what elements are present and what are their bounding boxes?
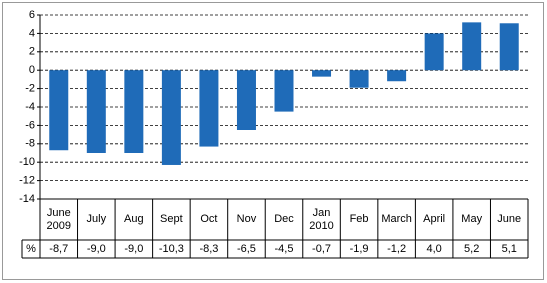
value-label: -0,7 — [312, 243, 331, 255]
x-tick-label: Feb — [349, 213, 369, 225]
bar — [236, 70, 256, 130]
x-tick-label: June — [497, 213, 522, 225]
x-tick-label: March — [381, 213, 412, 225]
row-label: % — [26, 243, 36, 255]
value-label: 5,2 — [464, 243, 479, 255]
y-tick-label: -14 — [19, 193, 35, 205]
y-tick-label: -4 — [25, 101, 35, 113]
x-tick-label: May — [461, 213, 483, 225]
value-label: -9,0 — [124, 243, 143, 255]
x-tick-label: July — [86, 213, 107, 225]
bar — [462, 22, 482, 71]
value-label: -8,7 — [49, 243, 68, 255]
bar — [499, 23, 519, 71]
x-tick-label: Dec — [274, 213, 294, 225]
value-label: -10,3 — [159, 243, 184, 255]
frame — [2, 2, 544, 280]
x-tick-label: Nov — [236, 213, 257, 225]
y-tick-label: 2 — [29, 46, 35, 58]
y-tick-label: -2 — [25, 83, 35, 95]
y-tick-label: -8 — [25, 138, 35, 150]
value-label: -4,5 — [275, 243, 294, 255]
bar — [274, 70, 294, 112]
bar — [86, 70, 106, 153]
y-tick-label: -12 — [19, 175, 35, 187]
y-tick-label: -10 — [19, 156, 35, 168]
x-tick-label: Sept — [160, 213, 183, 225]
y-tick-label: 4 — [29, 27, 35, 39]
value-label: -1,2 — [387, 243, 406, 255]
bar — [312, 70, 332, 77]
bar — [199, 70, 219, 147]
bar — [49, 70, 69, 151]
x-tick-label: Oct — [200, 213, 218, 225]
bar — [349, 70, 369, 88]
value-label: -1,9 — [350, 243, 369, 255]
bar — [161, 70, 181, 165]
bar — [124, 70, 144, 153]
bar — [387, 70, 407, 82]
value-label: -6,5 — [237, 243, 256, 255]
x-tick-label: Aug — [124, 213, 144, 225]
x-tick-label: April — [423, 213, 446, 225]
value-label: -9,0 — [87, 243, 106, 255]
y-tick-label: -6 — [25, 119, 35, 131]
value-label: 5,1 — [502, 243, 517, 255]
bar — [424, 33, 444, 71]
value-label: -8,3 — [199, 243, 218, 255]
y-tick-label: 0 — [29, 64, 35, 76]
value-label: 4,0 — [427, 243, 442, 255]
x-tick-label: Jan 2010 — [309, 206, 334, 232]
x-tick-label: June 2009 — [46, 206, 71, 232]
y-tick-label: 6 — [29, 9, 35, 21]
